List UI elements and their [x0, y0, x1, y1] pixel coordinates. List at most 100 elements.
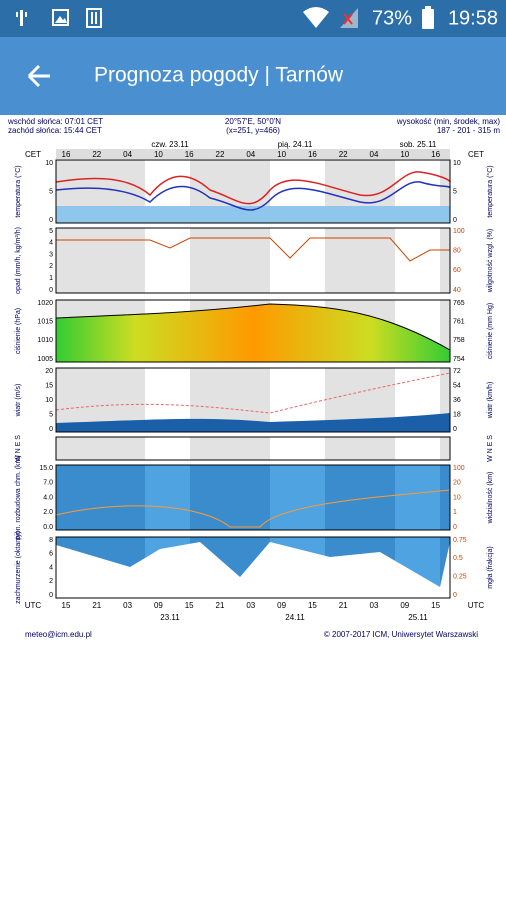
- utc-hour: 15: [62, 601, 71, 610]
- left-tick: 15: [45, 382, 53, 389]
- utc-hour: 03: [370, 601, 379, 610]
- night-band: [56, 465, 145, 530]
- header-text: wschód słońca: 07:01 CET: [7, 117, 103, 126]
- back-button[interactable]: [27, 64, 50, 88]
- panel-frame: [55, 227, 451, 294]
- panel: 20 15 10 5 0 72 54 36 18 0 wiatr (m/s) wiatr (km/h): [15, 367, 494, 433]
- right-tick: 0.5: [453, 555, 463, 562]
- left-tick: 5: [49, 411, 53, 418]
- status-bar: 73% 19:58: [0, 0, 506, 37]
- left-tick: 0: [49, 287, 53, 294]
- cet-hour: 22: [216, 150, 225, 159]
- cet-hour: 22: [339, 150, 348, 159]
- app-bar: Prognoza pogody | Tarnów: [0, 37, 506, 115]
- right-tick: 60: [453, 267, 461, 274]
- right-tick: 0: [453, 217, 457, 224]
- night-band: [440, 160, 450, 223]
- day-label-bottom: 25.11: [408, 613, 428, 622]
- utc-hour: 15: [431, 601, 440, 610]
- cet-hour: 16: [185, 150, 194, 159]
- left-tick: 10: [45, 397, 53, 404]
- frost-band: [56, 206, 450, 223]
- cet-hour: 04: [370, 150, 379, 159]
- left-axis-label: ciśnienie (hPa): [15, 308, 22, 354]
- battery-percent: 73%: [372, 7, 412, 29]
- night-band: [56, 437, 145, 460]
- panel: 10 5 0 10 5 0 temperatura (°C) temperatura (°C): [14, 159, 494, 224]
- panel-frame: [55, 464, 451, 531]
- left-tick: 8: [49, 537, 53, 544]
- time-row: [56, 149, 450, 159]
- utc-hour: 15: [185, 601, 194, 610]
- left-tick: 1015: [37, 319, 53, 326]
- night-band: [56, 228, 145, 293]
- panel-frame: [55, 436, 451, 461]
- day-label-bottom: 24.11: [285, 613, 305, 622]
- dew-curve: [55, 181, 451, 211]
- right-tick: 765: [453, 300, 465, 307]
- utc-hour: 21: [339, 601, 348, 610]
- cet-hour: 10: [277, 150, 286, 159]
- header-text: 20°57'E, 50°0'N: [225, 117, 281, 126]
- utc-hour: 21: [216, 601, 225, 610]
- right-tick: 761: [453, 319, 465, 326]
- day-label-bottom: 23.11: [160, 613, 180, 622]
- day-label: czw. 23.11: [151, 140, 189, 149]
- left-axis-label: W N E S: [15, 435, 22, 462]
- visibility-curve: [55, 489, 451, 528]
- left-tick: 1: [49, 275, 53, 282]
- utc-label: UTC: [468, 601, 485, 610]
- day-label: pią. 24.11: [278, 140, 313, 149]
- right-axis-label: widzialność (km): [487, 472, 494, 525]
- cet-hour: 16: [431, 150, 440, 159]
- header-text: wysokość (min, środek, max): [396, 117, 500, 126]
- wind-area: [56, 413, 450, 432]
- left-axis-label: wiatr (m/s): [15, 384, 22, 418]
- clock: 19:58: [448, 7, 498, 29]
- right-tick: 0: [453, 592, 457, 599]
- right-tick: 100: [453, 465, 465, 472]
- left-tick: 4.0: [43, 494, 53, 501]
- right-tick: 10: [453, 160, 461, 167]
- cet-hour: 22: [92, 150, 101, 159]
- left-tick: 0: [49, 592, 53, 599]
- left-tick: 20: [45, 368, 53, 375]
- left-tick: 2.0: [43, 509, 53, 516]
- left-tick: 5: [49, 228, 53, 235]
- left-tick: 1005: [37, 356, 53, 363]
- left-tick: 4: [49, 564, 53, 571]
- panel: 8 6 4 2 0 0.75 0.5 0.25 0 zachmurzenie (oktanty) m…: [15, 531, 494, 604]
- cet-hour: 16: [308, 150, 317, 159]
- night-band: [190, 437, 270, 460]
- right-tick: 5: [453, 188, 457, 195]
- left-tick: 1010: [37, 337, 53, 344]
- night-band: [190, 228, 270, 293]
- right-tick: 0: [453, 426, 457, 433]
- screen-title: Prognoza pogody | Tarnów: [94, 64, 344, 87]
- panel: 5 4 3 2 1 0 100 80 60 40 opad (mm/h, kg/m²/h) wilgo…: [15, 227, 494, 294]
- right-tick: 18: [453, 411, 461, 418]
- notification-icons: [16, 8, 102, 28]
- header-text: 187 - 201 - 315 m: [437, 126, 500, 135]
- footer-right: © 2007-2017 ICM, Uniwersytet Warszawski: [324, 630, 478, 639]
- left-tick: 15.0: [39, 465, 53, 472]
- left-tick: 10: [45, 160, 53, 167]
- left-tick: 4: [49, 240, 53, 247]
- left-tick: 5: [49, 188, 53, 195]
- utc-hour: 09: [400, 601, 409, 610]
- right-axis-label: wilgotność wzgl. (%): [487, 229, 494, 293]
- utc-hour: 03: [123, 601, 132, 610]
- night-band: [440, 228, 450, 293]
- panel-frame: [55, 536, 451, 599]
- left-tick: 0: [49, 217, 53, 224]
- night-band: [440, 437, 450, 460]
- right-tick: 20: [453, 480, 461, 487]
- app-bar-content: Prognoza pogody | Tarnów: [27, 64, 344, 88]
- panel-frame: [55, 299, 451, 363]
- cloud-area: [56, 542, 450, 598]
- panel-frame: [55, 159, 451, 224]
- right-tick: 754: [453, 356, 465, 363]
- right-axis-label: mgła (frakcja): [487, 546, 494, 588]
- night-band: [440, 465, 450, 530]
